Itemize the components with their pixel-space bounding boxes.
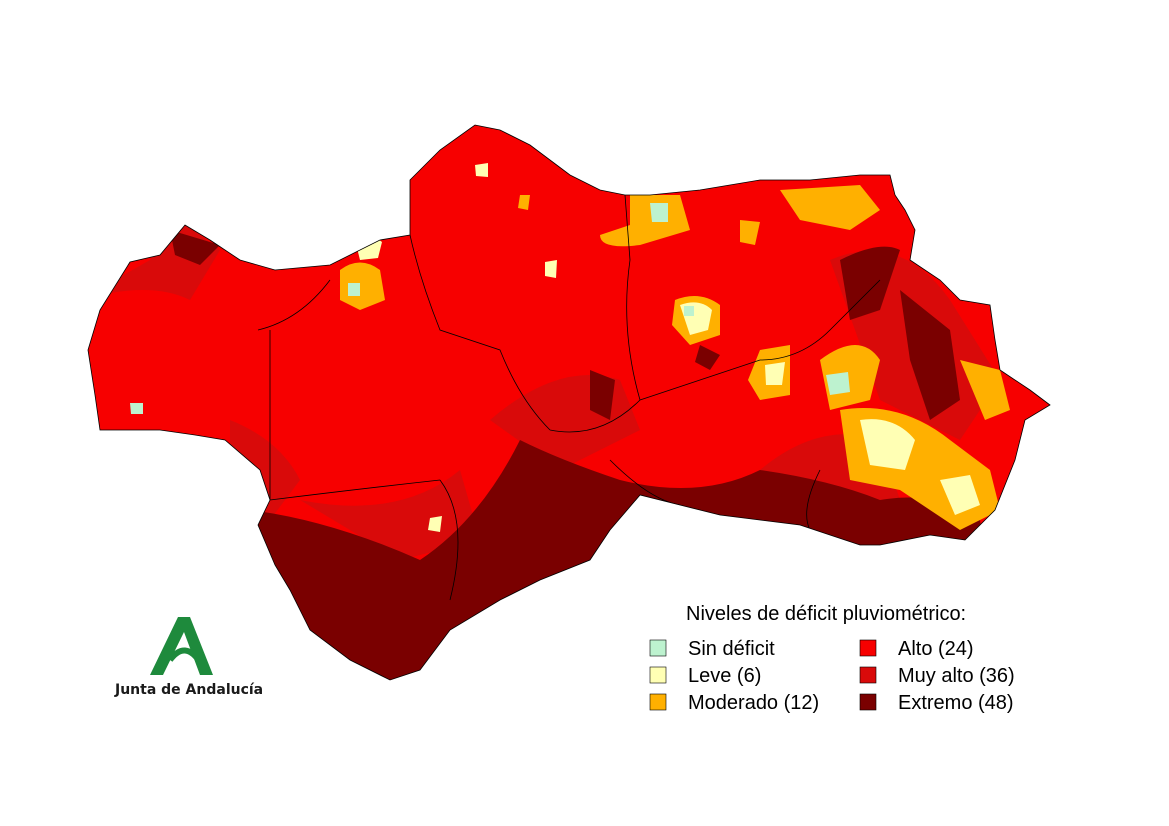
legend-label: Leve (6) (688, 665, 761, 687)
legend-swatch (859, 666, 877, 684)
legend-swatch (649, 693, 667, 711)
legend-label: Muy alto (36) (898, 665, 1015, 687)
legend-label: Alto (24) (898, 638, 974, 660)
logo-mark (150, 617, 213, 675)
legend-swatch (859, 693, 877, 711)
map-region (340, 185, 1010, 530)
legend-swatch (859, 639, 877, 657)
legend-swatch (649, 666, 667, 684)
legend-label: Moderado (12) (688, 692, 819, 714)
legend: Niveles de déficit pluviométrico: Sin dé… (649, 603, 1015, 714)
logo-mark (167, 647, 203, 664)
logo-text: Junta de Andalucía (114, 682, 263, 698)
legend-label: Sin déficit (688, 638, 775, 660)
legend-label: Extremo (48) (898, 692, 1014, 714)
map-region (170, 230, 960, 420)
legend-title: Niveles de déficit pluviométrico: (686, 603, 966, 625)
logo: Junta de Andalucía (114, 617, 263, 698)
province-border (257, 194, 881, 601)
legend-swatch (649, 639, 667, 657)
